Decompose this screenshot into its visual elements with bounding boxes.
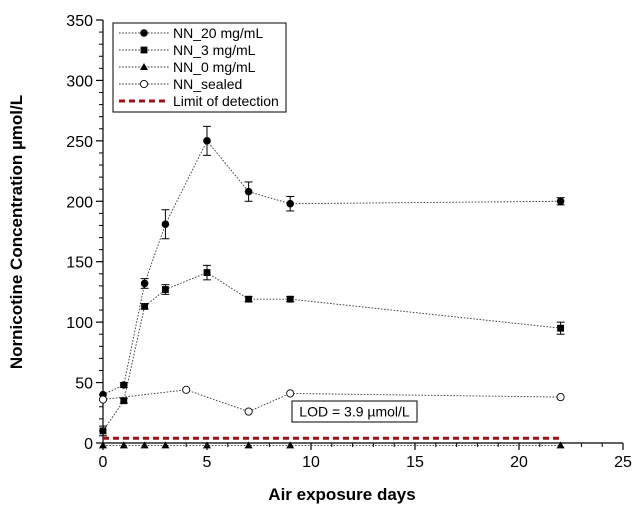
data-point xyxy=(120,397,128,405)
x-tick-label: 25 xyxy=(614,454,632,471)
y-tick-label: 200 xyxy=(66,194,93,211)
data-point xyxy=(140,279,149,288)
axes: 0 50 100 150 200 250 300 350 0 5 10 15 20 25 xyxy=(66,13,632,471)
y-tick-label: 0 xyxy=(84,436,93,453)
legend-marker xyxy=(140,46,148,54)
data-point xyxy=(161,441,170,449)
data-point xyxy=(203,441,211,449)
legend-entry: NN_3 mg/mL xyxy=(173,42,256,58)
data-point xyxy=(557,324,564,332)
legend-entry: NN_0 mg/mL xyxy=(173,59,256,75)
series-layer: LOD = 3.9 µmol/L xyxy=(98,125,565,449)
data-point xyxy=(245,295,252,303)
lod-annotation-box xyxy=(291,400,418,423)
x-tick-label: 20 xyxy=(510,454,528,471)
data-point xyxy=(286,295,294,303)
series-line xyxy=(102,272,561,432)
data-point xyxy=(556,393,565,402)
data-point xyxy=(99,441,107,449)
x-tick-label: 5 xyxy=(203,454,212,471)
y-tick-label: 250 xyxy=(66,134,93,151)
data-point xyxy=(120,381,128,389)
data-point xyxy=(119,441,128,449)
data-point xyxy=(286,389,295,398)
data-point xyxy=(161,220,170,229)
legend-marker xyxy=(139,79,149,89)
legend-marker xyxy=(140,63,148,70)
data-point xyxy=(162,286,169,293)
data-point xyxy=(244,407,253,416)
y-tick-label: 150 xyxy=(66,255,93,272)
data-point xyxy=(244,441,253,449)
x-tick-label: 15 xyxy=(406,454,424,471)
y-tick-label: 50 xyxy=(75,376,93,393)
legend-entry: NN_sealed xyxy=(173,76,242,92)
data-point xyxy=(556,197,565,206)
data-point xyxy=(203,137,211,145)
legend-marker xyxy=(140,29,148,37)
series-line xyxy=(102,140,561,396)
y-tick-label: 100 xyxy=(66,315,93,332)
series-line xyxy=(102,389,561,413)
data-point xyxy=(182,385,191,394)
data-point xyxy=(286,441,295,449)
series-2 xyxy=(99,441,565,449)
data-point xyxy=(99,427,107,435)
data-point xyxy=(141,303,148,310)
data-point xyxy=(203,269,211,276)
series-0 xyxy=(99,125,565,399)
data-point xyxy=(244,187,253,196)
data-point xyxy=(98,395,108,404)
x-axis-title: Air exposure days xyxy=(268,485,415,504)
series-3 xyxy=(98,385,565,416)
legend-entry: NN_20 mg/mL xyxy=(173,25,263,41)
data-point xyxy=(286,199,295,208)
y-axis-title: Nornicotine Concentration µmol/L xyxy=(7,95,26,369)
x-tick-label: 0 xyxy=(99,454,108,471)
y-tick-label: 350 xyxy=(66,13,93,30)
data-point xyxy=(556,441,565,449)
data-point xyxy=(140,441,149,449)
y-tick-label: 300 xyxy=(66,73,93,90)
x-tick-label: 10 xyxy=(302,454,320,471)
lod-annotation-text: LOD = 3.9 µmol/L xyxy=(299,404,410,420)
legend-entry: Limit of detection xyxy=(173,93,279,109)
series-1 xyxy=(99,264,565,437)
